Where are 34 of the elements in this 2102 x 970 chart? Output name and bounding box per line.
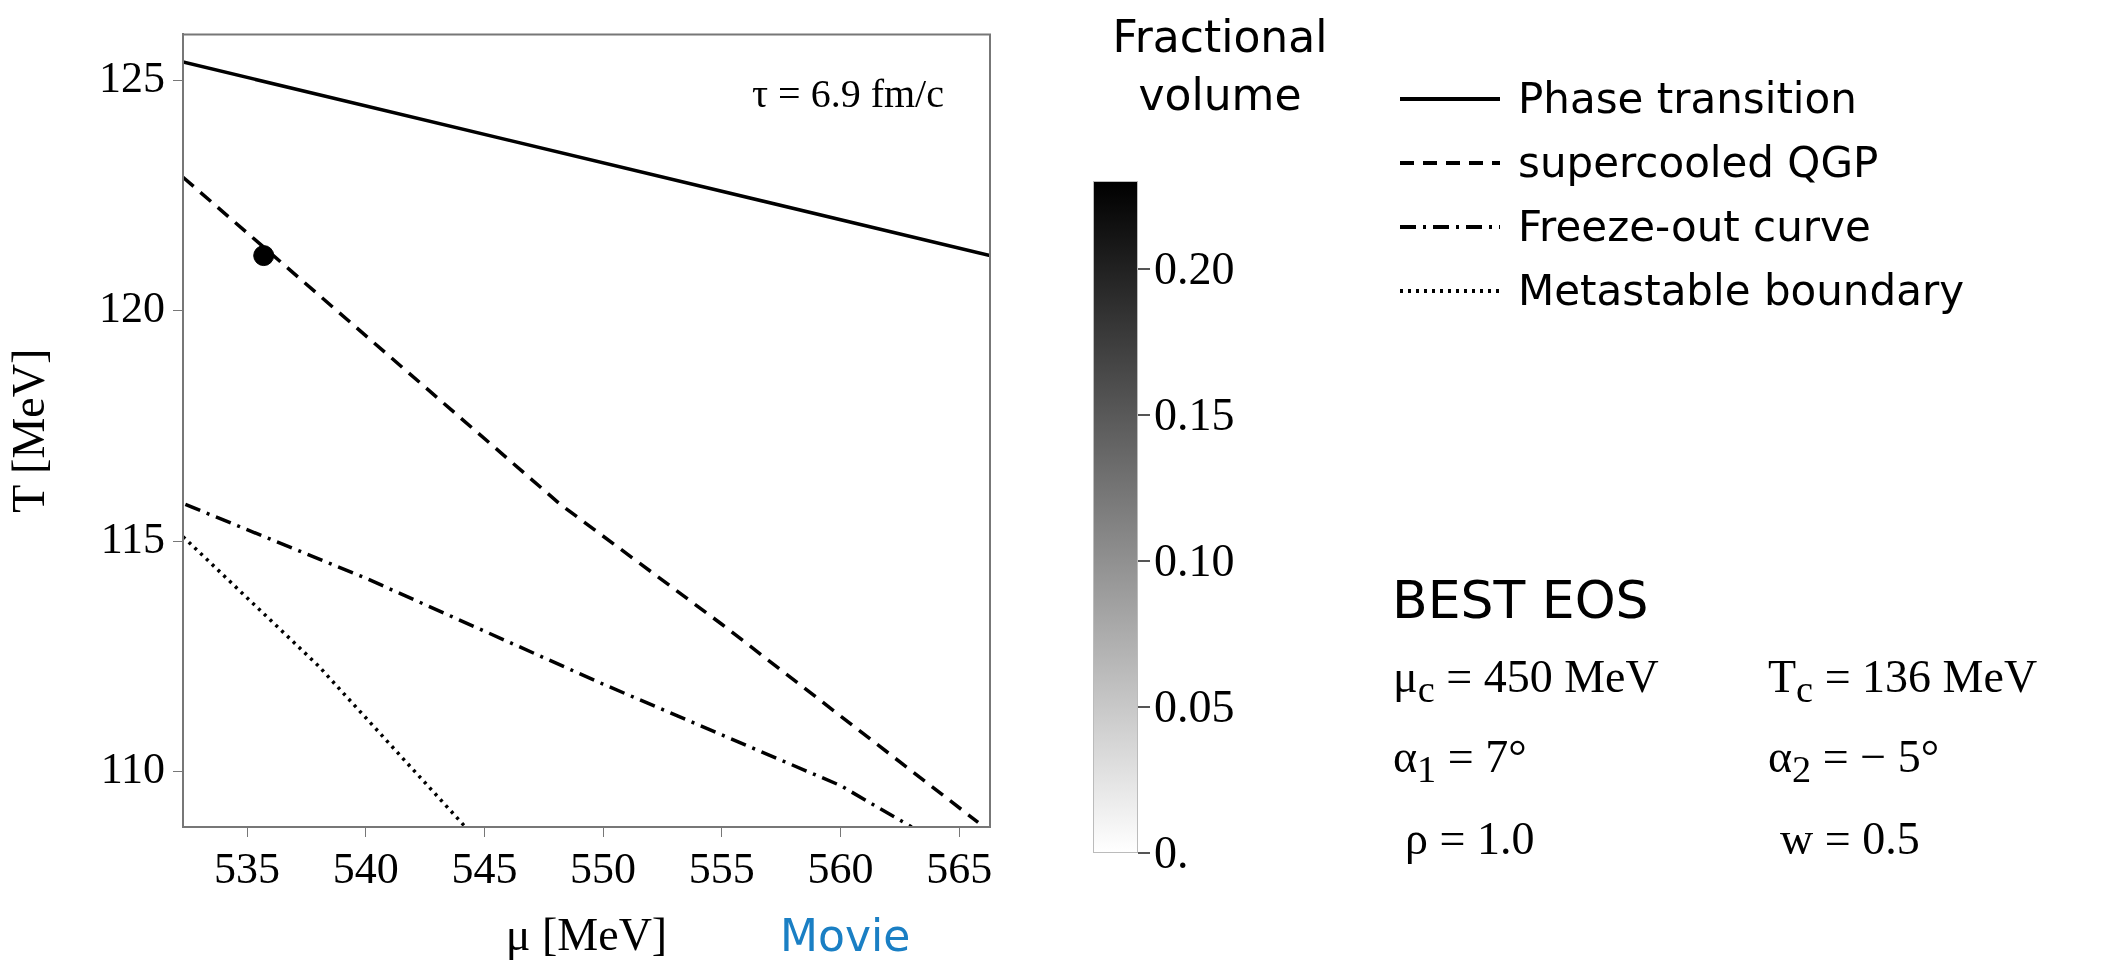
color-bar-label: 0.05 bbox=[1154, 680, 1235, 733]
legend-label: Metastable boundary bbox=[1518, 265, 1965, 317]
x-tick-label: 555 bbox=[688, 843, 755, 893]
color-bar-label: 0. bbox=[1154, 827, 1189, 879]
legend-label: Phase transition bbox=[1518, 73, 1857, 125]
y-tick-label: 115 bbox=[100, 513, 165, 563]
y-tick-label: 125 bbox=[99, 53, 165, 103]
y-axis-title: T [MeV] bbox=[2, 348, 54, 513]
color-bar-label: 0.20 bbox=[1154, 242, 1235, 295]
x-tick-label: 535 bbox=[214, 843, 281, 893]
x-axis-title: μ [MeV] bbox=[505, 909, 668, 961]
text: ρ = 1.0 bbox=[1405, 812, 1535, 866]
color-bar-title: Fractional volume bbox=[1111, 10, 1329, 122]
legend-label: Freeze-out curve bbox=[1518, 201, 1871, 253]
x-tick-label: 545 bbox=[451, 843, 518, 893]
text: α$_{1}$ = 7° bbox=[1393, 730, 1527, 793]
text: Movie bbox=[780, 910, 911, 962]
color-bar-label: 0.15 bbox=[1154, 388, 1235, 441]
color-bar-label: 0.10 bbox=[1154, 534, 1235, 587]
text: T$_{c}$ = 136 MeV bbox=[1768, 650, 2038, 713]
x-tick-label: 540 bbox=[332, 843, 399, 893]
text: BEST EOS bbox=[1392, 570, 1649, 630]
annotation: τ = 6.9 fm/c bbox=[752, 70, 944, 118]
text: α$_{2}$ = − 5° bbox=[1768, 730, 1940, 793]
line-series bbox=[183, 175, 980, 825]
x-tick-label: 550 bbox=[570, 843, 637, 893]
x-tick-label: 560 bbox=[807, 843, 874, 893]
legend-label: supercooled QGP bbox=[1518, 137, 1879, 189]
y-tick-label: 120 bbox=[99, 283, 165, 333]
x-tick-label: 565 bbox=[926, 843, 993, 893]
text: μ$_{c}$ = 450 MeV bbox=[1393, 650, 1659, 713]
line-series bbox=[183, 502, 914, 827]
text: w = 0.5 bbox=[1780, 812, 1920, 866]
y-tick-label: 110 bbox=[100, 744, 165, 794]
